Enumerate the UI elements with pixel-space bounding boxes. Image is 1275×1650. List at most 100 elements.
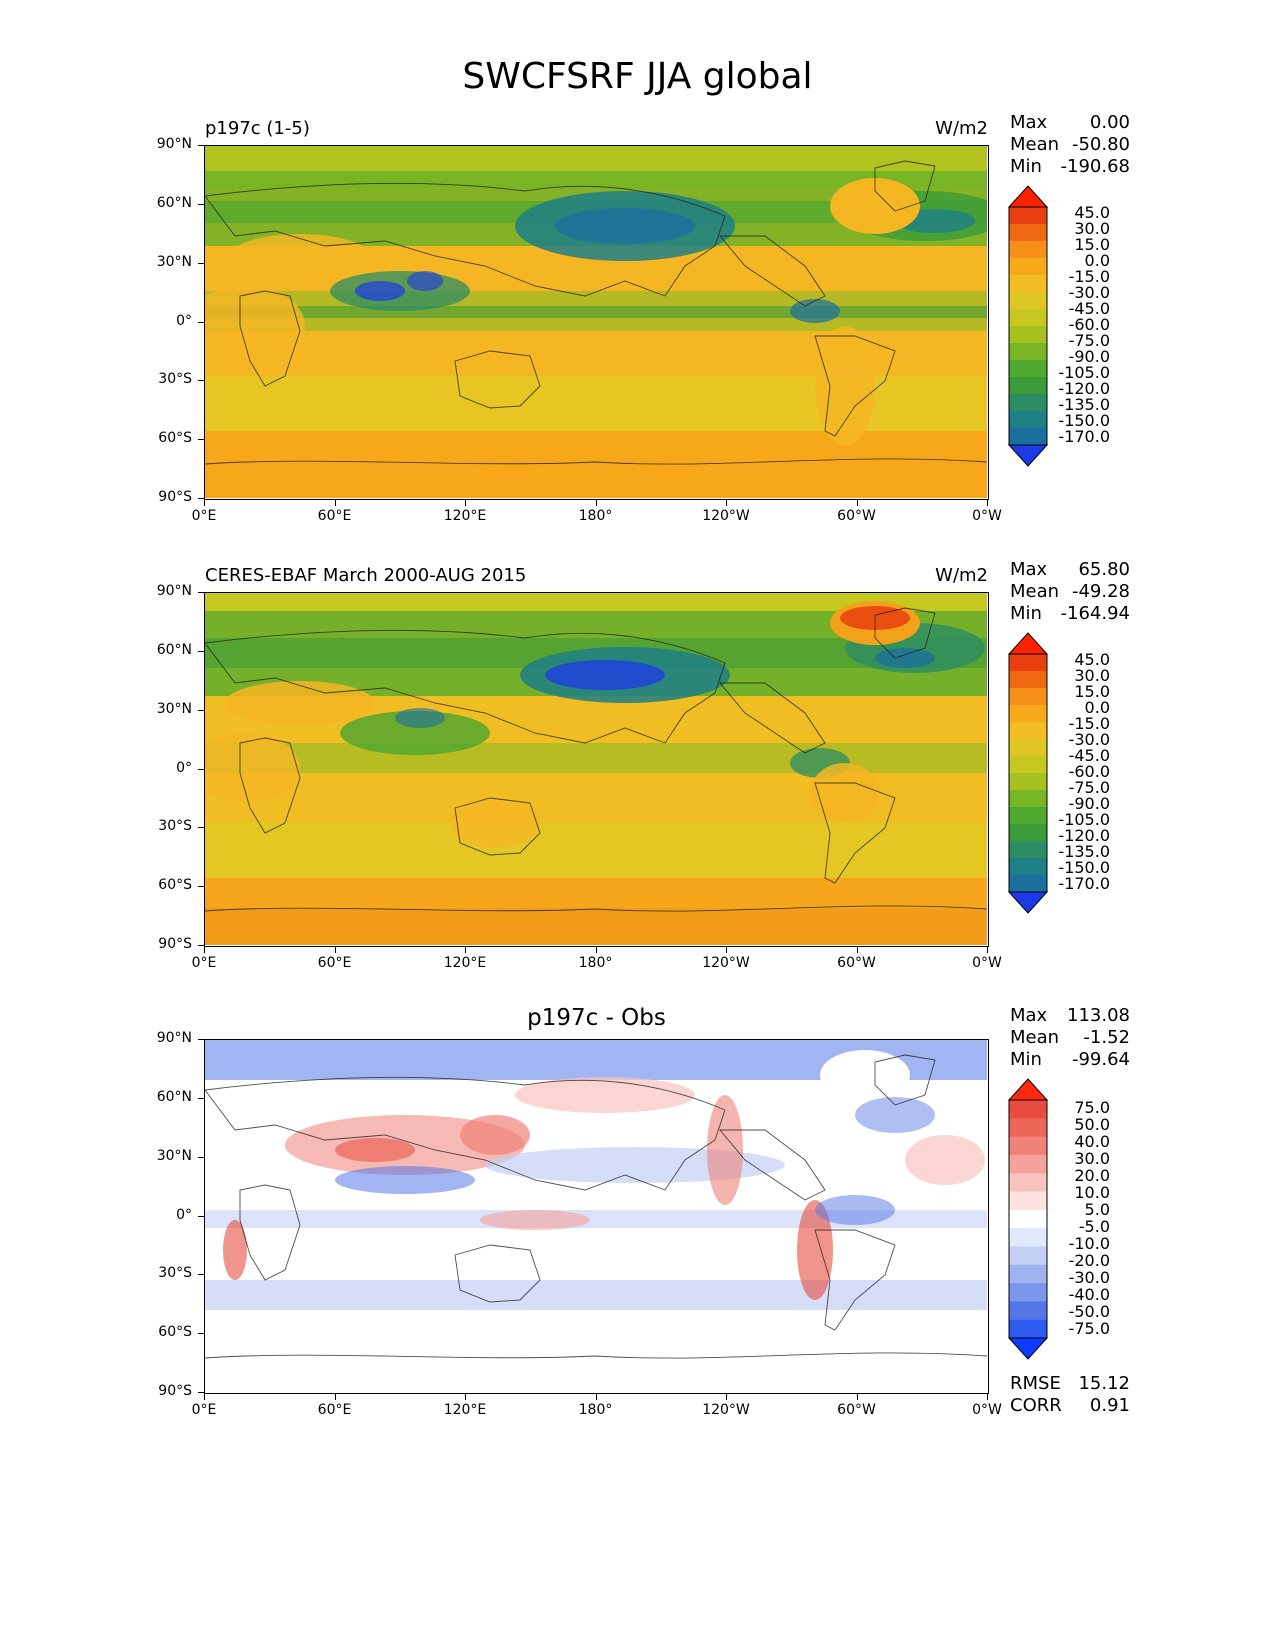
- panel-2-stats: Max 65.80 Mean -49.28 Min -164.94: [1010, 559, 1130, 625]
- lat-tick-label: 90°N: [156, 583, 192, 599]
- lon-tick-mark: [726, 500, 727, 506]
- colorbar-tick-label: -150.0: [1058, 411, 1110, 430]
- lon-tick-label: 0°W: [972, 1402, 1002, 1418]
- stat-mean: Mean -49.28: [1010, 581, 1130, 602]
- lat-tick-mark: [198, 768, 204, 770]
- lon-tick-label: 60°W: [837, 1402, 876, 1418]
- colorbar-swatch: [1009, 688, 1047, 706]
- colorbar-tick-label: 30.0: [1074, 1149, 1110, 1168]
- colorbar-tick-label: 45.0: [1074, 203, 1110, 222]
- stat-max: Max 65.80: [1010, 559, 1130, 580]
- lon-tick-label: 0°E: [191, 955, 217, 971]
- colorbar-swatch: [1009, 1283, 1047, 1302]
- colorbar-swatch: [1009, 377, 1047, 395]
- colorbar-swatch: [1009, 1209, 1047, 1229]
- lat-tick-label: 60°N: [156, 194, 192, 211]
- colorbar-3-labels: 75.0 50.0 40.0 30.0 20.0 10.0 5.0 -5.0 -10.0 -20.…: [1040, 1100, 1120, 1337]
- lon-tick-mark: [465, 500, 466, 506]
- colorbar-swatch: [1009, 428, 1047, 446]
- panel-3-title: p197c - Obs: [527, 1005, 666, 1031]
- lat-tick-label: 60°S: [158, 430, 192, 447]
- colorbar-swatch: [1009, 1173, 1047, 1193]
- lat-tick-label: 60°N: [156, 641, 192, 658]
- colorbar-outline: [1008, 1099, 1048, 1339]
- lon-tick-label: 60°W: [837, 508, 876, 524]
- colorbar-tick-label: -60.0: [1068, 762, 1110, 781]
- colorbar-tick-label: -60.0: [1068, 315, 1110, 334]
- lat-tick-label: 90°N: [156, 136, 192, 152]
- colorbar-swatch: [1009, 858, 1047, 876]
- lat-tick-mark: [198, 650, 204, 652]
- stat-mean: Mean -1.52: [1010, 1027, 1130, 1048]
- stat-min: Min -190.68: [1010, 156, 1130, 177]
- lat-tick-label: 30°N: [156, 700, 192, 717]
- colorbar-tick-label: -45.0: [1068, 299, 1110, 318]
- colorbar-swatch: [1009, 654, 1047, 672]
- colorbar-tick-label: -120.0: [1058, 379, 1110, 398]
- colorbar-tick-label: -170.0: [1058, 874, 1110, 893]
- figure-title: SWCFSRF JJA global: [462, 56, 813, 97]
- colorbar-panel-1: [1007, 185, 1050, 471]
- panel-2-title: CERES-EBAF March 2000-AUG 2015: [205, 565, 527, 586]
- colorbar-swatch: [1009, 756, 1047, 774]
- colorbar-tick-label: 5.0: [1084, 1200, 1110, 1219]
- lon-tick-label: 0°E: [191, 508, 217, 524]
- colorbar-swatch: [1009, 241, 1047, 259]
- lon-tick-label: 0°W: [972, 508, 1002, 524]
- lon-tick-mark: [595, 500, 597, 506]
- colorbar-tick-label: -5.0: [1078, 1217, 1110, 1236]
- colorbar-swatch: [1009, 722, 1047, 740]
- colorbar-swatch: [1009, 773, 1047, 791]
- lat-tick-label: 90°S: [158, 489, 192, 505]
- lon-tick-mark: [595, 947, 597, 953]
- lon-tick-label: 120°E: [443, 955, 487, 971]
- colorbar-swatch: [1009, 343, 1047, 361]
- colorbar-swatch: [1009, 1228, 1047, 1247]
- lon-tick-mark: [856, 1394, 858, 1400]
- colorbar-extend-max: [1007, 632, 1049, 655]
- lat-tick-label: 90°N: [156, 1030, 192, 1046]
- lon-tick-label: 120°W: [702, 508, 750, 524]
- colorbar-tick-label: -150.0: [1058, 858, 1110, 877]
- colorbar-swatch: [1009, 1246, 1047, 1266]
- colorbar-swatch: [1009, 207, 1047, 225]
- lat-tick-label: 30°S: [158, 818, 192, 835]
- lat-tick-mark: [198, 321, 204, 323]
- lat-tick-label: 60°S: [158, 1324, 192, 1341]
- lat-tick-mark: [198, 592, 204, 593]
- lon-tick-label: 180°: [578, 1402, 613, 1418]
- colorbar-swatch: [1009, 807, 1047, 825]
- colorbar-swatch: [1009, 360, 1047, 378]
- colorbar-tick-label: -10.0: [1068, 1234, 1110, 1253]
- colorbar-2-swatches: [1007, 632, 1049, 914]
- colorbar-swatch: [1009, 1319, 1047, 1339]
- colorbar-swatch: [1009, 224, 1047, 242]
- lat-tick-label: 30°N: [156, 1147, 192, 1164]
- lat-tick-label: 0°: [176, 1206, 192, 1223]
- colorbar-swatch: [1009, 671, 1047, 689]
- colorbar-tick-label: -75.0: [1068, 331, 1110, 350]
- colorbar-tick-label: -135.0: [1058, 395, 1110, 414]
- lat-tick-label: 60°S: [158, 877, 192, 894]
- lon-tick-mark: [465, 947, 466, 953]
- lon-tick-mark: [465, 1394, 466, 1400]
- colorbar-tick-label: 20.0: [1074, 1166, 1110, 1185]
- colorbar-tick-label: -170.0: [1058, 427, 1110, 446]
- colorbar-tick-label: -30.0: [1068, 1268, 1110, 1287]
- lon-tick-label: 60°E: [317, 955, 352, 971]
- colorbar-tick-label: 30.0: [1074, 666, 1110, 685]
- colorbar-tick-label: -50.0: [1068, 1302, 1110, 1321]
- lon-tick-label: 120°W: [702, 955, 750, 971]
- colorbar-tick-label: 45.0: [1074, 650, 1110, 669]
- colorbar-tick-label: -135.0: [1058, 842, 1110, 861]
- lon-tick-mark: [334, 1394, 336, 1400]
- colorbar-swatch: [1009, 1136, 1047, 1156]
- lat-tick-mark: [198, 1392, 204, 1393]
- colorbar-extend-max: [1007, 1078, 1049, 1101]
- lon-tick-mark: [987, 1394, 988, 1400]
- panel-2-units: W/m2: [935, 565, 988, 586]
- colorbar-tick-label: -30.0: [1068, 283, 1110, 302]
- colorbar-swatch: [1009, 875, 1047, 893]
- lon-tick-mark: [204, 947, 205, 953]
- lon-tick-mark: [595, 1394, 597, 1400]
